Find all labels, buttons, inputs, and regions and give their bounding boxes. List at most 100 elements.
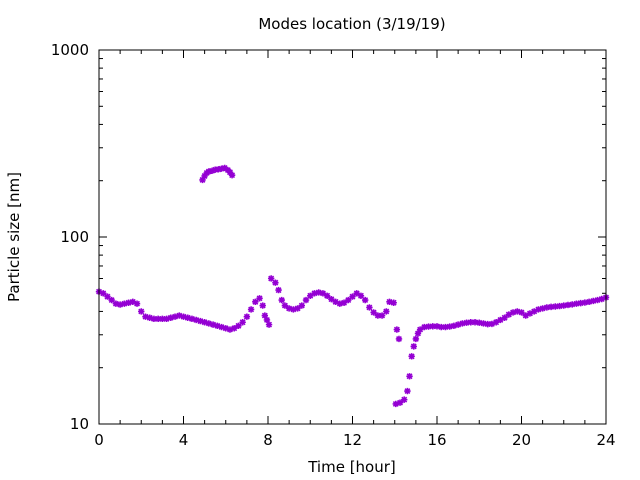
data-point [467, 319, 474, 326]
data-point [569, 301, 576, 308]
data-point [231, 325, 238, 332]
data-point [112, 300, 120, 307]
y-tick-label: 1000 [51, 41, 89, 59]
data-point [278, 296, 285, 304]
data-point [138, 308, 145, 315]
data-point [159, 315, 166, 323]
data-point [275, 286, 282, 294]
data-point [290, 306, 297, 313]
data-point [142, 313, 149, 320]
data-point [146, 314, 153, 321]
data-point [429, 323, 436, 330]
data-point [492, 319, 500, 326]
data-point [408, 353, 415, 360]
data-point [564, 301, 572, 309]
data-point [412, 335, 420, 343]
data-point [171, 313, 179, 320]
data-point [539, 305, 546, 312]
data-point [108, 296, 115, 304]
data-point [361, 296, 369, 304]
data-point [328, 295, 335, 303]
data-point [543, 304, 551, 311]
data-point [133, 300, 141, 307]
data-point [414, 330, 422, 337]
data-point [480, 320, 487, 327]
data-point [265, 321, 273, 328]
x-tick-label: 24 [596, 431, 615, 449]
data-point [438, 323, 445, 331]
data-point [526, 310, 534, 317]
data-point [188, 315, 196, 323]
data-point [425, 323, 432, 330]
data-point [476, 319, 483, 326]
y-tick-label: 10 [70, 415, 89, 433]
data-point [501, 314, 508, 321]
data-point [197, 317, 204, 325]
data-point [201, 319, 208, 326]
data-point [404, 387, 411, 395]
data-point [522, 312, 529, 319]
data-point [484, 320, 491, 328]
data-point [410, 343, 417, 350]
data-point [302, 296, 310, 304]
data-point [442, 323, 449, 331]
data-point [226, 326, 234, 333]
data-point [459, 320, 466, 327]
data-point [121, 300, 128, 307]
data-point [184, 314, 191, 321]
data-point [450, 322, 458, 330]
data-point [446, 323, 453, 330]
data-point [514, 308, 521, 315]
x-tick-label: 20 [512, 431, 531, 449]
data-point [393, 326, 401, 333]
data-point [209, 321, 217, 328]
data-point [421, 323, 428, 331]
data-point [530, 308, 538, 315]
data-point [180, 313, 187, 320]
x-tick-label: 16 [427, 431, 446, 449]
data-point [281, 302, 289, 309]
data-point [272, 279, 279, 286]
data-point [208, 167, 216, 174]
data-point [395, 335, 403, 343]
data-point [315, 289, 322, 296]
plot-frame [98, 49, 607, 425]
data-point [509, 309, 517, 316]
data-point [285, 305, 293, 312]
data-point [125, 299, 132, 306]
data-point [129, 298, 136, 306]
data-point [319, 290, 327, 297]
data-point [573, 300, 580, 307]
data-point [556, 302, 563, 310]
data-point [199, 176, 206, 184]
data-point [370, 309, 377, 316]
data-point [267, 275, 275, 282]
data-point [104, 293, 111, 300]
data-point [433, 323, 441, 330]
data-point [585, 298, 593, 306]
data-point [401, 396, 408, 403]
data-point [150, 315, 158, 323]
data-point [560, 302, 567, 309]
data-point [192, 316, 200, 324]
data-point [497, 316, 504, 324]
data-point [235, 322, 242, 330]
x-tick-label: 12 [343, 431, 362, 449]
data-point [261, 312, 269, 319]
data-point [396, 399, 404, 406]
data-point [390, 299, 397, 306]
tick-labels: 0 4 8 12 16 20 24 10 100 1000 [51, 41, 616, 449]
data-point [378, 312, 386, 319]
data-point [547, 303, 555, 311]
data-point [116, 301, 124, 308]
data-point [226, 169, 234, 176]
data-point [590, 297, 597, 305]
data-point [218, 323, 225, 331]
data-point [406, 373, 413, 380]
y-tick-label: 100 [60, 228, 89, 246]
data-point [416, 326, 424, 333]
data-point [263, 316, 271, 324]
data-point [228, 172, 236, 179]
data-point [176, 312, 183, 319]
data-point [383, 308, 390, 315]
